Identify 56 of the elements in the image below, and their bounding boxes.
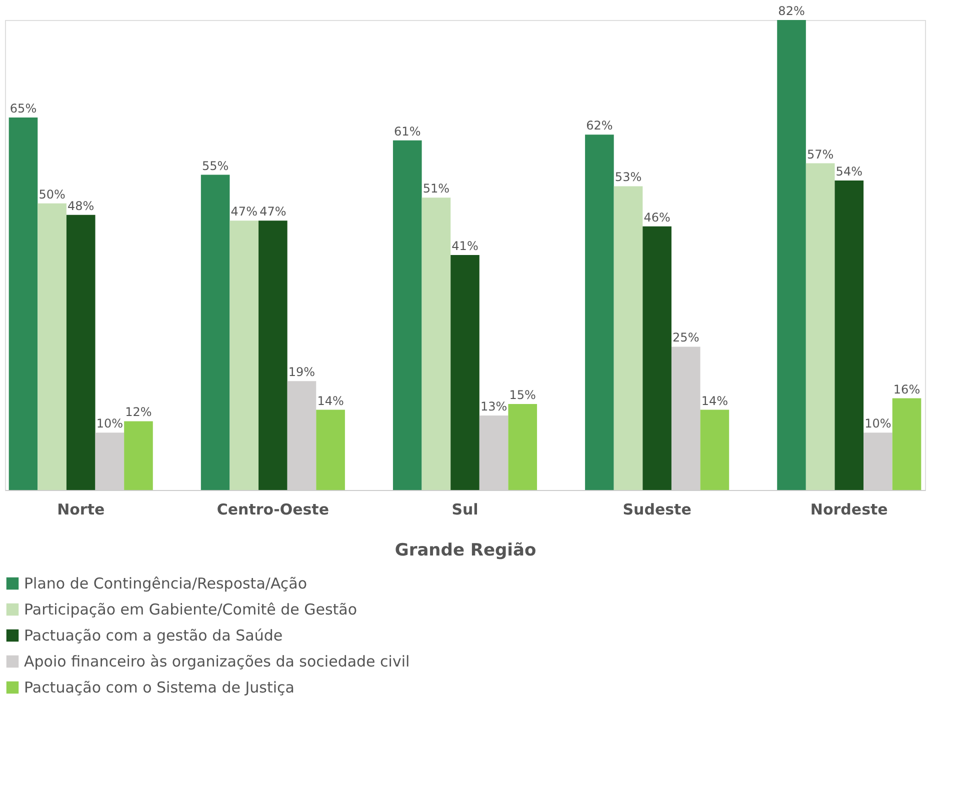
data-label: 15% (509, 388, 536, 402)
x-axis-title: Grande Região (394, 540, 536, 560)
bar (642, 226, 672, 490)
bar (806, 163, 835, 490)
data-label: 10% (96, 416, 124, 431)
data-label: 53% (614, 170, 642, 184)
data-label: 25% (672, 330, 700, 345)
bar (585, 134, 614, 490)
data-label: 55% (202, 158, 229, 173)
x-tick-label: Centro-Oeste (216, 500, 330, 518)
x-tick-label: Nordeste (810, 500, 888, 518)
bar (700, 410, 730, 490)
legend-label: Apoio financeiro às organizações da sociedade civil (24, 652, 410, 670)
data-label: 41% (452, 239, 478, 253)
data-label: 62% (586, 118, 613, 133)
data-label: 16% (893, 382, 920, 396)
data-label: 47% (230, 204, 258, 219)
legend-label: Pactuação com a gestão da Saúde (24, 626, 283, 644)
bar (200, 174, 230, 490)
data-label: 14% (701, 394, 728, 408)
bar (66, 214, 96, 490)
bar (124, 421, 153, 490)
legend-label: Plano de Contingência/Resposta/Ação (24, 574, 308, 592)
data-label: 10% (864, 416, 892, 431)
data-label: 54% (836, 164, 862, 178)
bar (892, 398, 922, 490)
x-tick-label: Norte (57, 500, 105, 518)
bar (8, 117, 38, 490)
data-label: 13% (480, 399, 508, 414)
bar (258, 220, 288, 490)
x-tick-label: Sul (452, 500, 478, 518)
bar (38, 203, 66, 490)
data-label: 65% (10, 101, 37, 116)
data-label: 47% (260, 204, 286, 219)
data-label: 50% (38, 187, 66, 202)
data-label: 48% (68, 198, 94, 213)
bar (316, 410, 345, 490)
bar (777, 20, 806, 490)
legend-label: Participação em Gabiente/Comitê de Gestão (24, 600, 358, 618)
data-label: 12% (125, 405, 152, 420)
legend-label: Pactuação com o Sistema de Justiça (24, 678, 294, 696)
data-label: 82% (778, 4, 805, 18)
bar (614, 186, 643, 490)
bar (422, 198, 451, 490)
bar (450, 255, 480, 490)
data-label: 46% (644, 210, 670, 224)
data-label: 51% (422, 182, 450, 196)
bar (392, 140, 422, 490)
data-label: 57% (806, 147, 834, 162)
bar (834, 180, 864, 490)
bar (508, 404, 538, 490)
data-label: 14% (317, 394, 344, 408)
bar (230, 220, 259, 490)
data-label: 61% (394, 124, 421, 138)
data-label: 19% (288, 365, 316, 380)
x-tick-label: Sudeste (622, 500, 692, 518)
